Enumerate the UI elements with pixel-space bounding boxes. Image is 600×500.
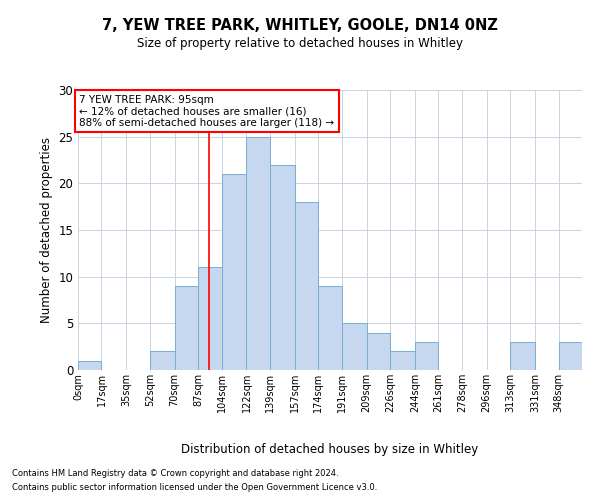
- Text: Size of property relative to detached houses in Whitley: Size of property relative to detached ho…: [137, 38, 463, 51]
- Text: 7, YEW TREE PARK, WHITLEY, GOOLE, DN14 0NZ: 7, YEW TREE PARK, WHITLEY, GOOLE, DN14 0…: [102, 18, 498, 32]
- Bar: [510, 342, 535, 370]
- Bar: [415, 342, 439, 370]
- Bar: [198, 268, 221, 370]
- Y-axis label: Number of detached properties: Number of detached properties: [40, 137, 53, 323]
- Text: Contains public sector information licensed under the Open Government Licence v3: Contains public sector information licen…: [12, 484, 377, 492]
- Bar: [342, 324, 367, 370]
- Text: Contains HM Land Registry data © Crown copyright and database right 2024.: Contains HM Land Registry data © Crown c…: [12, 468, 338, 477]
- Bar: [295, 202, 318, 370]
- Bar: [270, 164, 295, 370]
- Bar: [367, 332, 390, 370]
- Text: Distribution of detached houses by size in Whitley: Distribution of detached houses by size …: [181, 442, 479, 456]
- Bar: [318, 286, 342, 370]
- Bar: [247, 136, 270, 370]
- Bar: [78, 360, 101, 370]
- Bar: [390, 352, 415, 370]
- Bar: [175, 286, 198, 370]
- Bar: [150, 352, 175, 370]
- Bar: [559, 342, 582, 370]
- Bar: [221, 174, 247, 370]
- Text: 7 YEW TREE PARK: 95sqm
← 12% of detached houses are smaller (16)
88% of semi-det: 7 YEW TREE PARK: 95sqm ← 12% of detached…: [79, 94, 335, 128]
